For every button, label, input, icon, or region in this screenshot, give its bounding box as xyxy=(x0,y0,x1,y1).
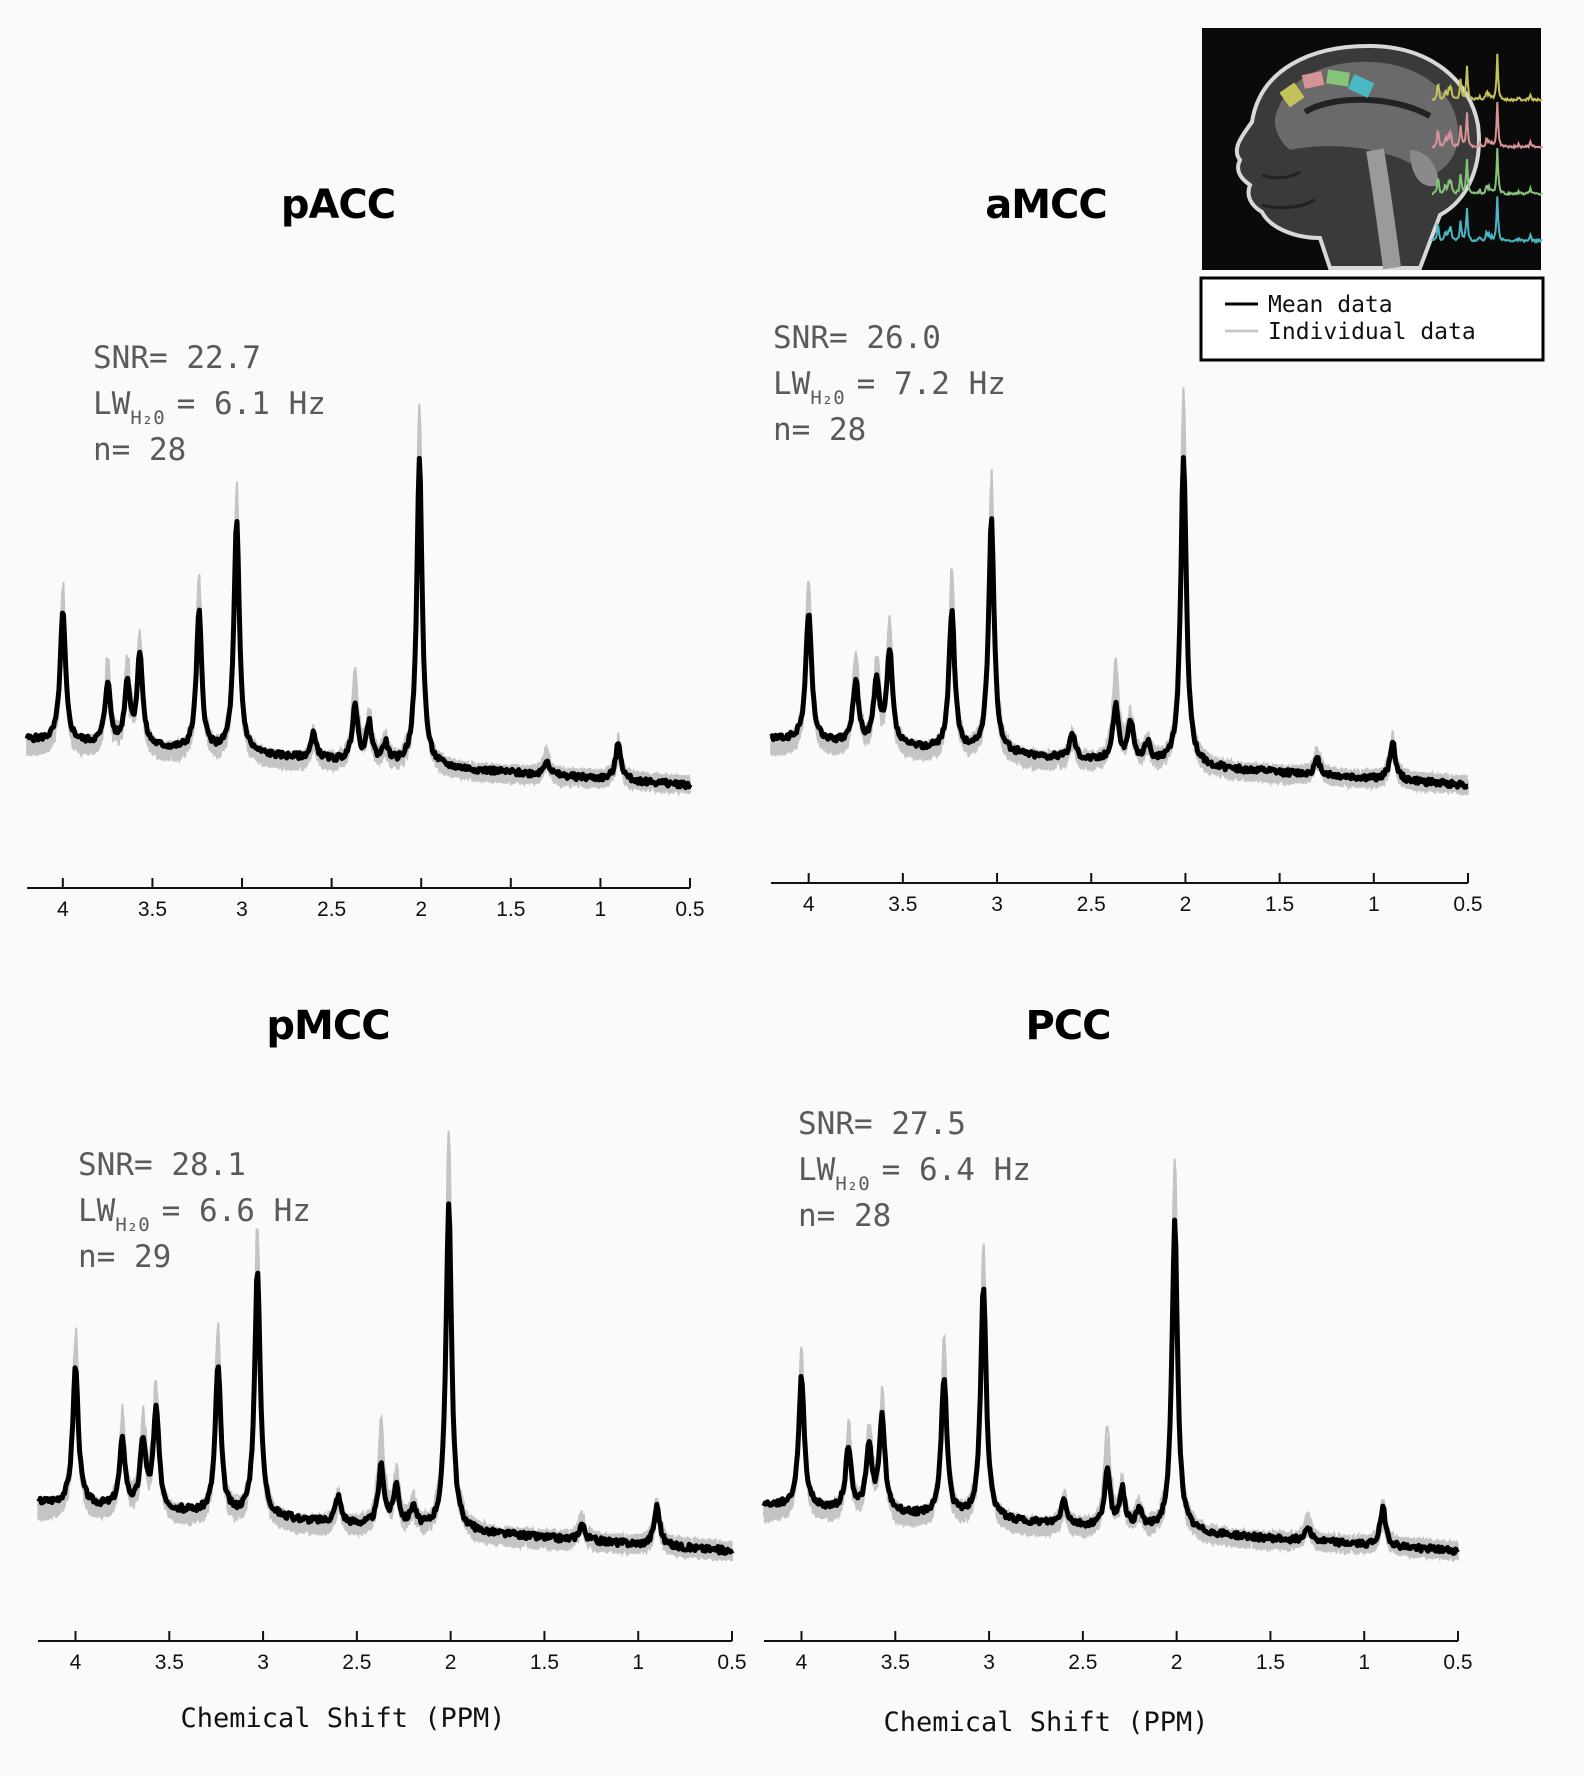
individual-trace xyxy=(770,483,1469,795)
individual-trace xyxy=(763,1244,1459,1561)
legend-label-individual: Individual data xyxy=(1268,319,1476,345)
x-axis-ticks: 4 3.5 3 2.5 2 1.5 1 0.5 xyxy=(70,1631,747,1674)
x-tick-label: 2 xyxy=(1180,893,1192,916)
x-axis-ticks: 4 3.5 3 2.5 2 1.5 1 0.5 xyxy=(803,873,1483,916)
x-tick-label: 2.5 xyxy=(342,1651,371,1674)
x-tick-label: 3.5 xyxy=(888,893,917,916)
x-tick-label: 3 xyxy=(991,893,1003,916)
individual-trace xyxy=(770,499,1469,797)
spectrum-plot xyxy=(769,387,1470,797)
individual-trace xyxy=(763,1287,1459,1561)
x-tick-label: 2 xyxy=(1171,1651,1183,1674)
x-tick-label: 3.5 xyxy=(155,1651,184,1674)
x-tick-label: 1 xyxy=(1368,893,1380,916)
x-tick-label: 3.5 xyxy=(881,1651,910,1674)
x-tick-label: 4 xyxy=(70,1651,82,1674)
individual-trace xyxy=(37,1250,733,1561)
panel-title: PCC xyxy=(1025,1003,1110,1049)
n-label: n= 28 xyxy=(773,412,866,448)
panel-pcc: PCC SNR= 27.5 LWH₂0 = 6.4 Hz n= 28 4 3.5 3 2… xyxy=(761,1003,1473,1738)
panel-pmcc: pMCC SNR= 28.1 LWH₂0 = 6.6 Hz n= 29 4 3.5 3… xyxy=(36,1003,747,1734)
individual-trace xyxy=(37,1232,733,1561)
x-tick-label: 3.5 xyxy=(138,898,167,921)
linewidth-label: LWH₂0 = 6.4 Hz xyxy=(798,1152,1031,1195)
x-tick-label: 3 xyxy=(236,898,248,921)
n-label: n= 29 xyxy=(78,1239,171,1275)
snr-label: SNR= 27.5 xyxy=(798,1106,966,1142)
region-marker-pacc xyxy=(1279,82,1305,108)
panel-title: pACC xyxy=(281,182,395,228)
x-tick-label: 2.5 xyxy=(1068,1651,1097,1674)
mini-spectrum xyxy=(1431,53,1543,103)
x-tick-label: 4 xyxy=(803,893,815,916)
x-tick-label: 4 xyxy=(796,1651,808,1674)
x-tick-label: 1 xyxy=(1358,1651,1370,1674)
x-tick-label: 2.5 xyxy=(1077,893,1106,916)
legend-box xyxy=(1199,276,1545,362)
spectrum-plot xyxy=(24,403,693,798)
x-tick-label: 0.5 xyxy=(675,898,704,921)
mini-spectrum xyxy=(1431,196,1543,245)
mini-spectrum xyxy=(1432,148,1543,197)
region-marker-amcc xyxy=(1301,71,1325,89)
x-tick-label: 0.5 xyxy=(1443,1651,1472,1674)
x-axis-label: Chemical Shift (PPM) xyxy=(883,1707,1208,1738)
x-tick-label: 4 xyxy=(57,898,69,921)
panel-title: aMCC xyxy=(985,182,1107,228)
mean-trace xyxy=(769,455,1470,790)
individual-trace xyxy=(770,515,1469,794)
mean-trace xyxy=(24,455,693,791)
x-tick-label: 1.5 xyxy=(496,898,525,921)
individual-trace xyxy=(763,1270,1459,1562)
linewidth-label: LWH₂0 = 7.2 Hz xyxy=(773,366,1006,409)
x-tick-label: 0.5 xyxy=(1453,893,1482,916)
spectrum-plot xyxy=(36,1130,735,1563)
snr-label: SNR= 28.1 xyxy=(78,1147,246,1183)
brain-inset xyxy=(1202,28,1544,270)
x-tick-label: 1 xyxy=(632,1651,644,1674)
x-axis-label: Chemical Shift (PPM) xyxy=(180,1703,505,1734)
x-tick-label: 1.5 xyxy=(1265,893,1294,916)
individual-trace xyxy=(770,473,1469,794)
snr-label: SNR= 26.0 xyxy=(773,320,941,356)
individual-trace xyxy=(26,498,691,795)
region-marker-pcc xyxy=(1347,74,1375,98)
mini-spectra xyxy=(1431,53,1544,245)
x-axis-ticks: 4 3.5 3 2.5 2 1.5 1 0.5 xyxy=(57,878,705,921)
x-tick-label: 2 xyxy=(415,898,427,921)
mean-trace xyxy=(761,1217,1460,1556)
n-label: n= 28 xyxy=(798,1198,891,1234)
panel-title: pMCC xyxy=(266,1003,389,1049)
x-tick-label: 3 xyxy=(983,1651,995,1674)
mini-spectrum xyxy=(1431,102,1544,150)
legend-label-mean: Mean data xyxy=(1268,292,1393,318)
x-tick-label: 1.5 xyxy=(1256,1651,1285,1674)
spectrum-plot xyxy=(761,1158,1460,1564)
x-tick-label: 0.5 xyxy=(717,1651,746,1674)
individual-trace xyxy=(26,482,691,794)
panel-amcc: aMCC SNR= 26.0 LWH₂0 = 7.2 Hz n= 28 4 3.5 3… xyxy=(769,182,1483,916)
x-tick-label: 1 xyxy=(595,898,607,921)
linewidth-label: LWH₂0 = 6.1 Hz xyxy=(93,386,326,429)
panel-pacc: pACC SNR= 22.7 LWH₂0 = 6.1 Hz n= 28 4 3.5 3… xyxy=(24,182,705,921)
x-tick-label: 2 xyxy=(445,1651,457,1674)
n-label: n= 28 xyxy=(93,432,186,468)
snr-label: SNR= 22.7 xyxy=(93,340,261,376)
region-marker-pmcc xyxy=(1326,69,1350,87)
x-tick-label: 1.5 xyxy=(530,1651,559,1674)
x-axis-ticks: 4 3.5 3 2.5 2 1.5 1 0.5 xyxy=(796,1631,1473,1674)
mean-trace xyxy=(36,1201,735,1556)
individual-trace xyxy=(26,515,691,793)
x-tick-label: 2.5 xyxy=(317,898,346,921)
linewidth-label: LWH₂0 = 6.6 Hz xyxy=(78,1193,311,1236)
x-tick-label: 3 xyxy=(257,1651,269,1674)
legend: Mean data Individual data xyxy=(1199,276,1545,362)
individual-trace xyxy=(763,1254,1459,1561)
